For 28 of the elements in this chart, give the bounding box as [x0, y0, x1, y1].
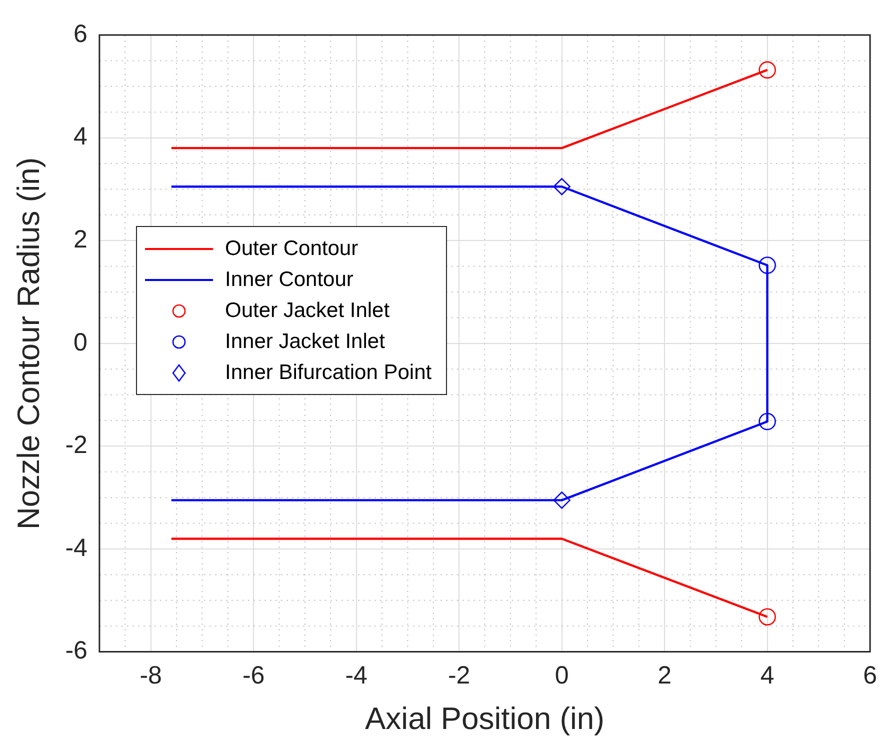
y-tick-label: -4	[65, 534, 88, 562]
x-tick-label: -4	[345, 662, 368, 690]
x-tick-label: 6	[863, 662, 877, 690]
point	[553, 178, 570, 196]
x-tick-label: 0	[554, 662, 569, 690]
legend-label: Inner Jacket Inlet	[225, 330, 385, 354]
point	[758, 256, 776, 274]
point	[758, 608, 776, 626]
x-axis-title: Axial Position (in)	[364, 700, 604, 736]
legend-label: Inner Bifurcation Point	[225, 360, 432, 384]
legend-label: Outer Contour	[225, 236, 358, 260]
y-tick-label: 4	[74, 122, 88, 151]
point	[758, 61, 776, 79]
y-tick-label: 0	[74, 328, 88, 356]
y-tick-label: 6	[74, 20, 88, 48]
x-tick-label: -8	[140, 662, 162, 690]
point	[553, 492, 570, 509]
x-tick-label: -6	[242, 662, 265, 690]
y-tick-label: -6	[65, 636, 88, 665]
y-tick-label: -2	[65, 431, 88, 460]
point	[758, 412, 776, 430]
legend-label: Outer Jacket Inlet	[225, 298, 390, 322]
legend-label: Inner Contour	[225, 268, 354, 292]
x-tick-label: 4	[760, 662, 774, 690]
x-tick-label: 2	[658, 662, 672, 690]
y-axis-title: Nozzle Contour Radius (in)	[11, 157, 46, 530]
x-tick-label: -2	[448, 662, 470, 690]
y-tick-label: 2	[74, 225, 88, 254]
